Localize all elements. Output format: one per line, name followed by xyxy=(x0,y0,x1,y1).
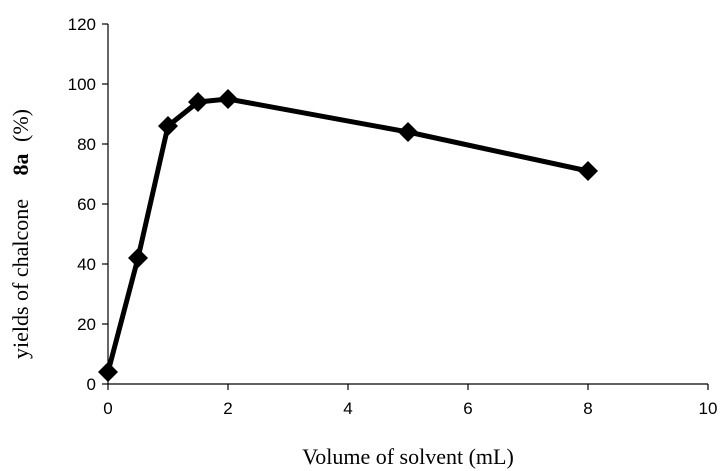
y-tick-label: 20 xyxy=(77,315,96,334)
y-tick-label: 80 xyxy=(77,135,96,154)
y-tick-label: 120 xyxy=(68,15,96,34)
y-ticks: 0 20 40 60 80 100 120 xyxy=(68,15,108,394)
y-tick-label: 60 xyxy=(77,195,96,214)
x-tick-label: 4 xyxy=(343,399,352,418)
x-ticks: 0 2 4 6 8 10 xyxy=(103,384,717,418)
data-point-marker xyxy=(578,161,598,181)
x-tick-label: 0 xyxy=(103,399,112,418)
y-axis-title-prefix: yields of chalcone xyxy=(8,199,33,359)
y-axis-title: yields of chalcone 8a (%) xyxy=(8,109,33,359)
x-tick-label: 2 xyxy=(223,399,232,418)
axes xyxy=(107,24,708,385)
y-tick-label: 0 xyxy=(87,375,96,394)
series-line xyxy=(105,96,589,373)
data-point-marker xyxy=(188,92,208,112)
x-axis-title: Volume of solvent (mL) xyxy=(302,444,514,469)
series-layer xyxy=(98,89,598,382)
y-tick-label: 100 xyxy=(68,75,96,94)
data-point-marker xyxy=(218,89,238,109)
y-tick-label: 40 xyxy=(77,255,96,274)
data-point-marker xyxy=(98,362,118,382)
data-point-marker xyxy=(128,248,148,268)
x-tick-label: 10 xyxy=(699,399,718,418)
y-axis-title-bold: 8a xyxy=(8,153,33,175)
data-point-marker xyxy=(158,116,178,136)
x-tick-label: 6 xyxy=(463,399,472,418)
data-point-marker xyxy=(398,122,418,142)
y-axis-title-suffix: (%) xyxy=(8,109,33,142)
x-tick-label: 8 xyxy=(583,399,592,418)
